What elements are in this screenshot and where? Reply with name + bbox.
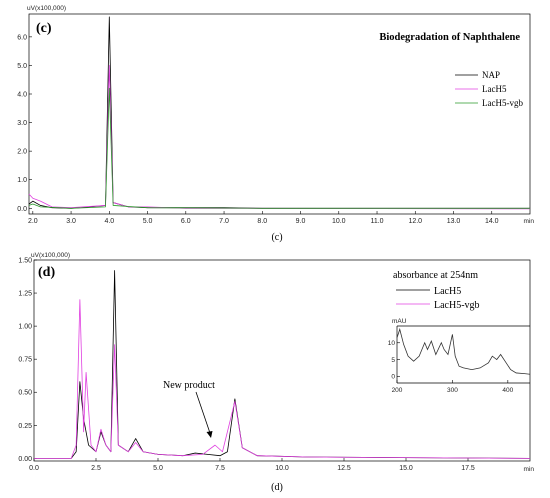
panel-d-ytick-label: 1.50 <box>18 258 32 265</box>
panel-d-xtick-label: 0.0 <box>29 465 39 472</box>
panel-c: uV(x100,000) min (c) Biodegradation of N… <box>17 5 534 243</box>
panel-d: uV(x100,000) min (d) 0.000.250.500.751.0… <box>18 252 534 493</box>
panel-c-xtick-label: 5.0 <box>143 218 153 225</box>
panel-d-xtick-label: 2.5 <box>91 465 101 472</box>
panel-d-ytick-label: 0.25 <box>18 423 32 430</box>
panel-c-ytick-label: 1.0 <box>17 177 27 184</box>
legend-label-d-lach5-vgb: LacH5-vgb <box>434 300 480 311</box>
inset-spectrum-line <box>396 327 531 375</box>
panel-d-x-unit: min <box>524 466 535 473</box>
panel-c-series-lach5-vgb <box>28 87 530 209</box>
panel-c-xtick-label: 13.0 <box>447 218 461 225</box>
panel-c-xtick-label: 9.0 <box>296 218 306 225</box>
panel-c-xtick-label: 4.0 <box>104 218 114 225</box>
panel-c-ytick-label: 4.0 <box>17 92 27 99</box>
inset-ytick-label: 5 <box>391 357 395 364</box>
inset-ytick-label: 0 <box>391 374 395 381</box>
panel-d-ytick-label: 1.25 <box>18 291 32 298</box>
panel-d-xtick-label: 15.0 <box>399 465 413 472</box>
panel-d-label: (d) <box>38 265 55 280</box>
panel-c-xtick-label: 8.0 <box>257 218 267 225</box>
panel-c-title: Biodegradation of Naphthalene <box>379 32 520 43</box>
panel-c-xtick-label: 14.0 <box>485 218 499 225</box>
panel-c-y-unit: uV(x100,000) <box>27 5 66 12</box>
new-product-arrow <box>195 391 212 437</box>
panel-c-plot-area <box>28 13 531 215</box>
panel-d-xtick-label: 12.5 <box>337 465 351 472</box>
panel-c-label: (c) <box>36 21 52 36</box>
panel-c-x-unit: min <box>524 218 535 225</box>
panel-c-xtick-label: 10.0 <box>332 218 346 225</box>
panel-d-caption: (d) <box>271 482 283 493</box>
panel-c-series-nap <box>28 16 530 209</box>
panel-c-caption: (c) <box>271 232 282 243</box>
panel-c-series-lach5 <box>28 65 531 210</box>
inset-xtick-label: 400 <box>502 387 513 394</box>
panel-d-xtick-label: 17.5 <box>461 465 475 472</box>
inset-xtick-label: 300 <box>447 387 458 394</box>
new-product-arrowhead <box>206 431 213 438</box>
panel-c-xtick-label: 6.0 <box>181 218 191 225</box>
panel-d-series-lach5-vgb <box>34 299 531 459</box>
panel-d-series-lach5 <box>34 270 531 459</box>
panel-d-ytick-label: 0.50 <box>18 390 32 397</box>
panel-c-xtick-label: 2.0 <box>28 218 38 225</box>
legend-label-nap: NAP <box>482 70 500 80</box>
legend-label-d-lach5: LacH5 <box>434 286 461 297</box>
inset-ytick-label: 10 <box>388 340 396 347</box>
panel-d-legend: LacH5 LacH5-vgb <box>396 286 480 311</box>
panel-d-xtick-label: 7.5 <box>215 465 225 472</box>
inset-spectrum: mAU 0 5 10 200 300 400 <box>388 318 531 394</box>
panel-d-xtick-label: 5.0 <box>153 465 163 472</box>
panel-c-ytick-label: 6.0 <box>17 34 27 41</box>
panel-c-xtick-label: 7.0 <box>219 218 229 225</box>
panel-d-xtick-label: 10.0 <box>275 465 289 472</box>
panel-d-ytick-label: 0.00 <box>18 456 32 463</box>
panel-c-ytick-label: 5.0 <box>17 63 27 70</box>
panel-c-xtick-label: 11.0 <box>370 218 383 225</box>
inset-xtick-label: 200 <box>392 387 403 394</box>
inset-y-unit: mAU <box>392 318 407 325</box>
panel-c-ytick-label: 3.0 <box>17 120 27 127</box>
legend-label-lach5-vgb: LacH5-vgb <box>482 98 523 108</box>
new-product-annotation: New product <box>163 380 215 391</box>
panel-c-ytick-label: 2.0 <box>17 149 27 156</box>
panel-c-ytick-label: 0.0 <box>17 206 27 213</box>
legend-label-lach5: LacH5 <box>482 84 507 94</box>
panel-c-legend: NAP LacH5 LacH5-vgb <box>455 70 523 108</box>
panel-c-xtick-label: 3.0 <box>66 218 76 225</box>
panel-d-y-unit: uV(x100,000) <box>31 252 70 259</box>
panel-d-legend-title: absorbance at 254nm <box>393 270 478 281</box>
panel-d-ytick-label: 0.75 <box>18 357 32 364</box>
panel-d-ytick-label: 1.00 <box>18 324 32 331</box>
panel-c-xtick-label: 12.0 <box>408 218 422 225</box>
